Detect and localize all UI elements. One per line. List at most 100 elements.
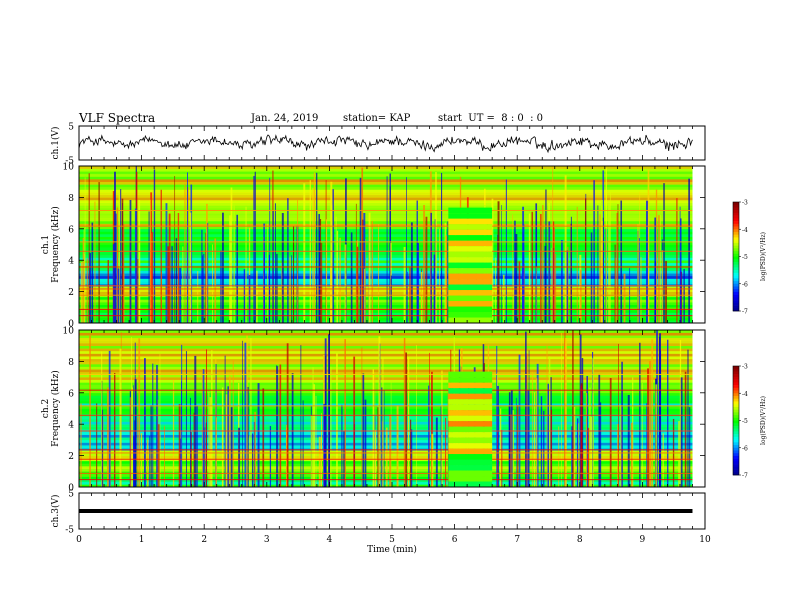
spectrogram-streak bbox=[205, 203, 208, 323]
spectrogram-band bbox=[79, 223, 693, 227]
spectrogram-streak bbox=[544, 246, 547, 323]
spectrogram-band bbox=[79, 236, 693, 240]
spectrogram-streak bbox=[599, 214, 601, 323]
spectrogram-band bbox=[79, 254, 693, 258]
spectrogram-streak bbox=[178, 404, 181, 487]
spectrogram-band bbox=[79, 468, 693, 472]
colorbar-segment bbox=[733, 229, 739, 233]
spectrogram-streak bbox=[368, 212, 371, 323]
spectrogram-block bbox=[448, 426, 493, 433]
colorbar-segment bbox=[733, 302, 739, 306]
spectrogram-streak bbox=[363, 212, 366, 323]
spectrogram-streak bbox=[118, 190, 121, 323]
spectrogram-streak bbox=[114, 171, 116, 323]
spectrogram-block bbox=[448, 284, 493, 291]
spectrogram-band bbox=[79, 278, 693, 282]
spectrogram-streak bbox=[289, 256, 291, 323]
spectrogram-block bbox=[448, 481, 493, 487]
spectrogram-streak bbox=[565, 338, 567, 487]
spectrogram-band bbox=[79, 260, 693, 264]
spectrogram-streak bbox=[139, 228, 141, 323]
colorbar-segment bbox=[733, 207, 739, 211]
spectrogram-streak bbox=[405, 352, 407, 487]
spectrogram-streak bbox=[359, 177, 362, 323]
spectrogram-streak bbox=[592, 357, 594, 487]
spectrogram-streak bbox=[146, 439, 149, 487]
spectrogram-streak bbox=[207, 222, 209, 323]
x-tick-label: 8 bbox=[577, 535, 583, 545]
spectrogram-streak bbox=[133, 385, 134, 487]
spectrogram-streak bbox=[165, 203, 168, 323]
spectrogram-streak bbox=[312, 367, 314, 487]
spectrogram-streak bbox=[190, 184, 193, 323]
spectrogram-streak bbox=[608, 203, 610, 323]
spectrogram-band bbox=[79, 405, 693, 409]
spectrogram-streak bbox=[680, 218, 682, 323]
spectrogram-streak bbox=[156, 364, 158, 487]
colorbar-segment bbox=[733, 404, 739, 408]
colorbar-segment bbox=[733, 428, 739, 432]
spectrogram-line bbox=[79, 308, 693, 310]
x-tick-label: 6 bbox=[452, 535, 458, 545]
colorbar-tick-label: -3 bbox=[742, 200, 748, 207]
spectrogram-streak bbox=[654, 217, 657, 323]
spectrogram-streak bbox=[377, 407, 379, 487]
spectrogram-band bbox=[79, 421, 693, 425]
spectrogram-streak bbox=[546, 345, 548, 487]
spectrogram-band bbox=[79, 460, 693, 464]
spectrogram-streak bbox=[287, 198, 289, 323]
colorbar-segment bbox=[733, 237, 739, 241]
spectrogram-band bbox=[79, 213, 693, 217]
spectrogram-streak bbox=[216, 417, 217, 487]
spectrogram-streak bbox=[605, 167, 607, 323]
spectrogram-streak bbox=[576, 206, 578, 323]
spectrogram-streak bbox=[640, 257, 642, 323]
spectrogram-streak bbox=[182, 246, 184, 323]
spectrogram-line bbox=[79, 225, 693, 227]
spectrogram-band bbox=[79, 408, 693, 412]
spectrogram-streak bbox=[112, 244, 115, 323]
spectrogram-band bbox=[79, 273, 693, 277]
spectrogram-streak bbox=[202, 369, 205, 487]
spectrogram-streak bbox=[84, 177, 86, 323]
frequency-axis-label: Frequency (kHz) bbox=[50, 206, 61, 283]
spectrogram-streak bbox=[410, 222, 413, 323]
spectrogram-streak bbox=[149, 233, 152, 323]
colorbar-segment bbox=[733, 297, 739, 301]
spectrogram-streak bbox=[279, 364, 282, 487]
spectrogram-band bbox=[79, 371, 693, 375]
spectrogram-streak bbox=[403, 246, 406, 323]
spectrogram-streak bbox=[416, 200, 418, 323]
spectrogram-band bbox=[79, 356, 693, 360]
spectrogram-streak bbox=[523, 224, 525, 323]
colorbar-tick-label: -6 bbox=[742, 281, 748, 288]
spectrogram-streak bbox=[96, 403, 98, 487]
spectrogram-streak bbox=[230, 407, 233, 487]
spectrogram-streak bbox=[515, 397, 517, 487]
spectrogram-streak bbox=[248, 275, 251, 323]
colorbar-segment bbox=[733, 259, 739, 263]
spectrogram-block bbox=[448, 459, 493, 466]
colorbar-segment bbox=[733, 300, 739, 304]
spectrogram-streak bbox=[212, 244, 214, 323]
spectrogram-streak bbox=[540, 396, 543, 487]
spectrogram-band bbox=[79, 205, 693, 209]
date-label: Jan. 24, 2019 bbox=[251, 113, 319, 124]
spectrogram-streak bbox=[328, 334, 330, 487]
x-axis-label: Time (min) bbox=[367, 544, 417, 555]
colorbar-segment bbox=[733, 442, 739, 446]
spectrogram-streak bbox=[597, 205, 599, 323]
spectrogram-streak bbox=[540, 214, 542, 323]
colorbar-segment bbox=[733, 283, 739, 287]
spectrogram-streak bbox=[276, 253, 278, 323]
spectrogram-band bbox=[79, 403, 693, 407]
spectrogram-band bbox=[79, 366, 693, 370]
spectrogram-block bbox=[448, 251, 493, 258]
spectrogram-line bbox=[79, 266, 693, 268]
spectrogram-band bbox=[79, 302, 693, 305]
spectrogram-line bbox=[79, 414, 693, 416]
colorbar-segment bbox=[733, 431, 739, 435]
spectrogram-streak bbox=[101, 351, 103, 487]
spectrogram-streak bbox=[171, 246, 173, 323]
spectrogram-streak bbox=[533, 392, 536, 487]
